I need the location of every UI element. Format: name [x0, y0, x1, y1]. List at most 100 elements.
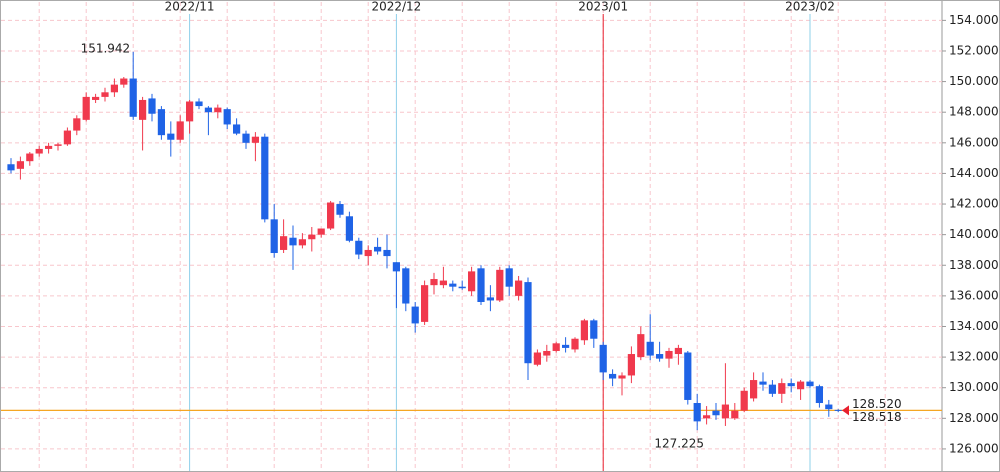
candle-body	[750, 380, 758, 399]
candle-body	[101, 92, 109, 97]
candle-body	[355, 240, 363, 255]
y-tick-label: 142.000	[949, 197, 999, 211]
candle-body	[308, 234, 316, 240]
candle-body	[148, 98, 156, 114]
ask-marker	[842, 405, 849, 416]
candle-body	[204, 107, 212, 113]
y-tick-label: 144.000	[949, 166, 999, 180]
candle-body	[768, 384, 776, 394]
candle-body	[580, 320, 588, 341]
candle-body	[477, 268, 485, 302]
candle-body	[646, 341, 654, 356]
candle-body	[345, 216, 353, 241]
candle-body	[684, 352, 692, 400]
y-tick-label: 148.000	[949, 105, 999, 119]
candle-body	[562, 344, 570, 348]
candle-body	[92, 96, 100, 100]
candle-body	[740, 390, 748, 411]
candle-body	[336, 204, 344, 215]
candle-body	[618, 375, 626, 379]
y-tick-label: 140.000	[949, 227, 999, 241]
candle-body	[825, 404, 833, 410]
candle-body	[693, 403, 701, 422]
x-tick-label: 2023/02	[785, 0, 835, 14]
candle-body	[834, 409, 842, 411]
candle-body	[449, 283, 457, 287]
candle-body	[778, 383, 786, 394]
candle-body	[298, 239, 306, 246]
candle-body	[63, 130, 71, 145]
candle-body	[7, 164, 15, 171]
candle-body	[167, 133, 175, 140]
candle-body	[731, 410, 739, 419]
y-tick-label: 132.000	[949, 350, 999, 364]
candle-body	[468, 271, 476, 292]
x-tick-label: 2023/01	[578, 0, 628, 14]
candle-body	[665, 350, 673, 359]
candle-body	[421, 285, 429, 322]
x-tick-label: 2022/11	[165, 0, 215, 14]
candle-body	[411, 306, 419, 324]
candle-body	[26, 153, 34, 162]
candle-body	[289, 237, 297, 246]
candle-body	[524, 282, 532, 364]
candle-body	[16, 161, 24, 169]
candle-body	[233, 124, 241, 134]
candle-body	[157, 109, 165, 136]
candle-body	[721, 404, 729, 419]
candle-body	[280, 236, 288, 250]
y-tick-label: 130.000	[949, 380, 999, 394]
candle-body	[261, 136, 269, 220]
candle-body	[364, 249, 372, 257]
candle-body	[129, 78, 137, 117]
candle-body	[430, 279, 438, 286]
candle-body	[327, 202, 335, 229]
candle-body	[110, 84, 118, 93]
candle-body	[599, 344, 607, 373]
candle-body	[806, 381, 814, 387]
candle-body	[214, 107, 222, 113]
candle-body	[35, 148, 43, 154]
candle-body	[439, 280, 447, 286]
candle-body	[637, 334, 645, 358]
y-tick-label: 150.000	[949, 74, 999, 88]
candle-body	[73, 118, 81, 131]
candle-body	[486, 297, 494, 301]
candle-body	[251, 136, 259, 143]
candle-body	[392, 262, 400, 272]
candle-body	[270, 219, 278, 254]
candle-body	[195, 101, 203, 107]
candle-body	[797, 381, 805, 390]
x-tick-label: 2022/12	[371, 0, 421, 14]
candle-body	[242, 133, 250, 143]
candle-body	[45, 145, 53, 149]
low-label: 127.225	[654, 437, 704, 451]
y-tick-label: 126.000	[949, 441, 999, 455]
y-tick-label: 136.000	[949, 288, 999, 302]
candle-body	[186, 101, 194, 122]
candle-body	[176, 121, 184, 140]
candle-body	[571, 338, 579, 350]
y-tick-label: 146.000	[949, 135, 999, 149]
candle-body	[609, 373, 617, 379]
candle-body	[120, 78, 128, 85]
bid-label: 128.518	[852, 410, 902, 424]
y-tick-label: 134.000	[949, 319, 999, 333]
candle-body	[139, 99, 147, 120]
y-tick-label: 138.000	[949, 258, 999, 272]
candle-body	[656, 354, 664, 359]
candle-body	[383, 249, 391, 257]
candle-body	[402, 268, 410, 304]
candle-body	[515, 280, 523, 296]
candle-body	[759, 381, 767, 385]
candle-body	[590, 320, 598, 339]
candle-body	[674, 347, 682, 355]
candle-body	[505, 268, 513, 287]
candle-body	[54, 144, 62, 146]
candle-body	[458, 286, 466, 289]
candle-body	[533, 352, 541, 365]
candle-body	[317, 228, 325, 235]
ask-label: 128.520	[852, 397, 902, 411]
candle-body	[815, 386, 823, 404]
